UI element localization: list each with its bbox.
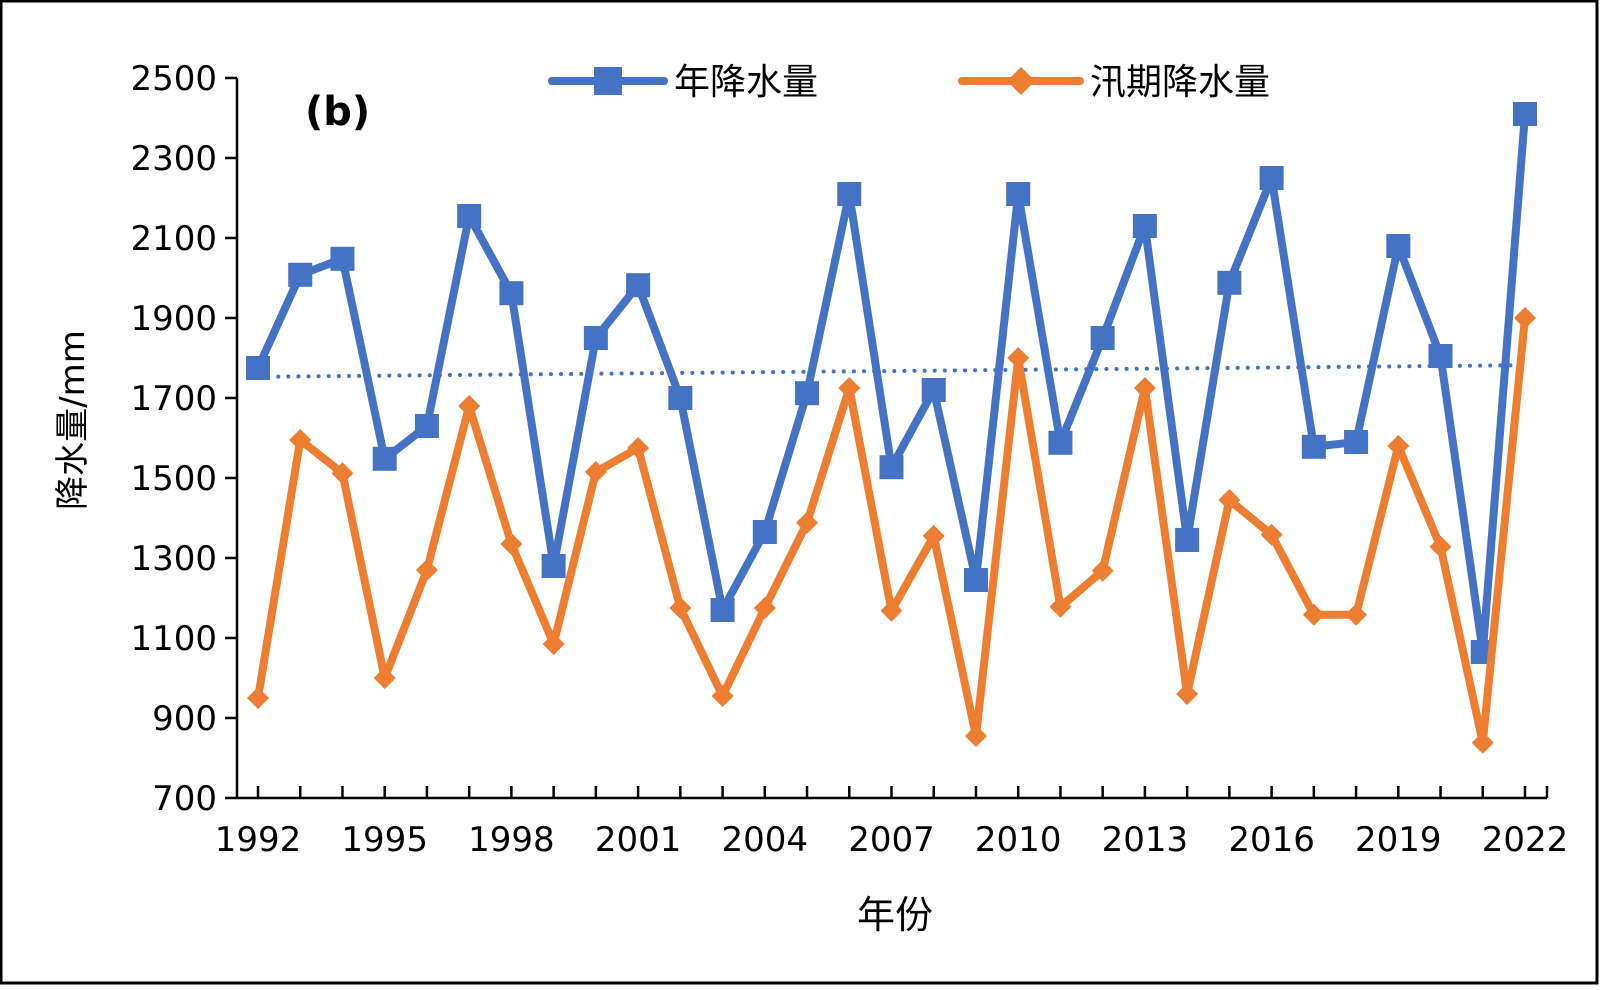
x-tick-label: 1992 [215,820,302,860]
data-point-flood [331,462,354,485]
y-tick-label: 2100 [130,219,217,259]
data-point-annual [1006,182,1031,206]
x-tick-label: 2010 [975,820,1062,860]
data-point-annual [288,262,313,287]
legend-label: 汛期降水量 [1090,62,1270,103]
data-point-flood [1007,347,1030,369]
trendline [256,363,1527,379]
data-point-annual [499,281,524,306]
data-point-annual [1259,166,1284,190]
data-point-annual [710,598,735,622]
y-tick-label: 1900 [130,299,217,339]
data-point-annual [752,520,777,544]
data-point-flood [753,597,776,619]
data-point-flood [880,599,903,622]
y-tick-label: 1300 [130,539,217,579]
x-tick-label: 2022 [1482,820,1569,860]
data-point-annual [372,446,397,471]
data-point-flood [1302,603,1325,626]
data-point-flood [964,725,987,747]
data-point-flood [373,667,396,689]
data-point-annual [921,378,946,402]
y-tick-label: 700 [152,779,217,819]
legend-marker-diamond [1007,67,1035,95]
data-point-annual [1217,270,1242,295]
x-tick-label: 2019 [1355,820,1442,860]
x-tick-label: 1995 [341,820,428,860]
data-point-flood [669,597,692,619]
data-point-annual [1386,234,1411,258]
x-axis-title: 年份 [857,893,933,937]
y-tick-label: 1700 [130,379,217,419]
panel-label: (b) [305,89,370,135]
data-point-flood [627,437,650,459]
data-point-annual [879,455,904,480]
y-tick-label: 900 [152,699,217,739]
legend-label: 年降水量 [674,62,818,103]
data-point-annual [583,326,608,350]
data-point-annual [330,246,355,271]
data-point-annual [1344,430,1369,454]
data-point-annual [1175,528,1200,552]
y-axis-title: 降水量/mm [53,330,93,510]
data-point-flood [1387,435,1410,457]
data-point-annual [837,182,862,206]
data-point-flood [458,395,481,417]
data-point-annual [795,381,820,406]
data-point-flood [1176,683,1199,705]
data-point-flood [1133,377,1156,399]
data-point-flood [1429,535,1452,558]
x-tick-label: 2004 [722,820,809,860]
data-point-flood [1471,731,1494,754]
x-tick-label: 2016 [1228,820,1315,860]
data-point-flood [1218,489,1241,511]
data-point-annual [1132,214,1157,238]
data-point-flood [1345,603,1368,626]
data-point-flood [500,533,523,555]
data-point-flood [796,511,819,534]
x-tick-label: 2013 [1102,820,1189,860]
data-point-annual [963,568,988,592]
y-tick-label: 1500 [130,459,217,499]
data-point-annual [1301,434,1326,459]
data-point-flood [1049,595,1072,618]
data-point-flood [415,559,438,581]
x-tick-label: 2001 [595,820,682,860]
y-tick-label: 2500 [130,59,217,99]
data-point-flood [247,687,269,709]
data-point-flood [838,377,861,399]
data-point-annual [668,386,693,410]
data-point-annual [541,554,566,578]
data-point-flood [1091,559,1114,582]
data-point-annual [626,273,651,298]
x-tick-label: 2007 [848,820,935,860]
data-point-annual [414,414,439,438]
data-point-annual [1090,326,1115,350]
y-tick-label: 1100 [130,619,217,659]
legend-marker-square [594,67,622,95]
data-point-flood [542,633,565,655]
data-point-flood [289,429,312,451]
data-point-annual [1513,102,1537,126]
x-tick-label: 1998 [468,820,555,860]
data-point-flood [584,461,607,483]
data-point-annual [246,356,270,380]
data-point-flood [711,685,734,707]
data-point-flood [1514,307,1536,329]
data-point-flood [1260,523,1283,546]
y-tick-label: 2300 [130,139,217,179]
data-point-annual [1428,344,1453,368]
data-point-annual [457,204,482,228]
data-point-flood [922,525,945,547]
data-point-annual [1048,430,1073,455]
